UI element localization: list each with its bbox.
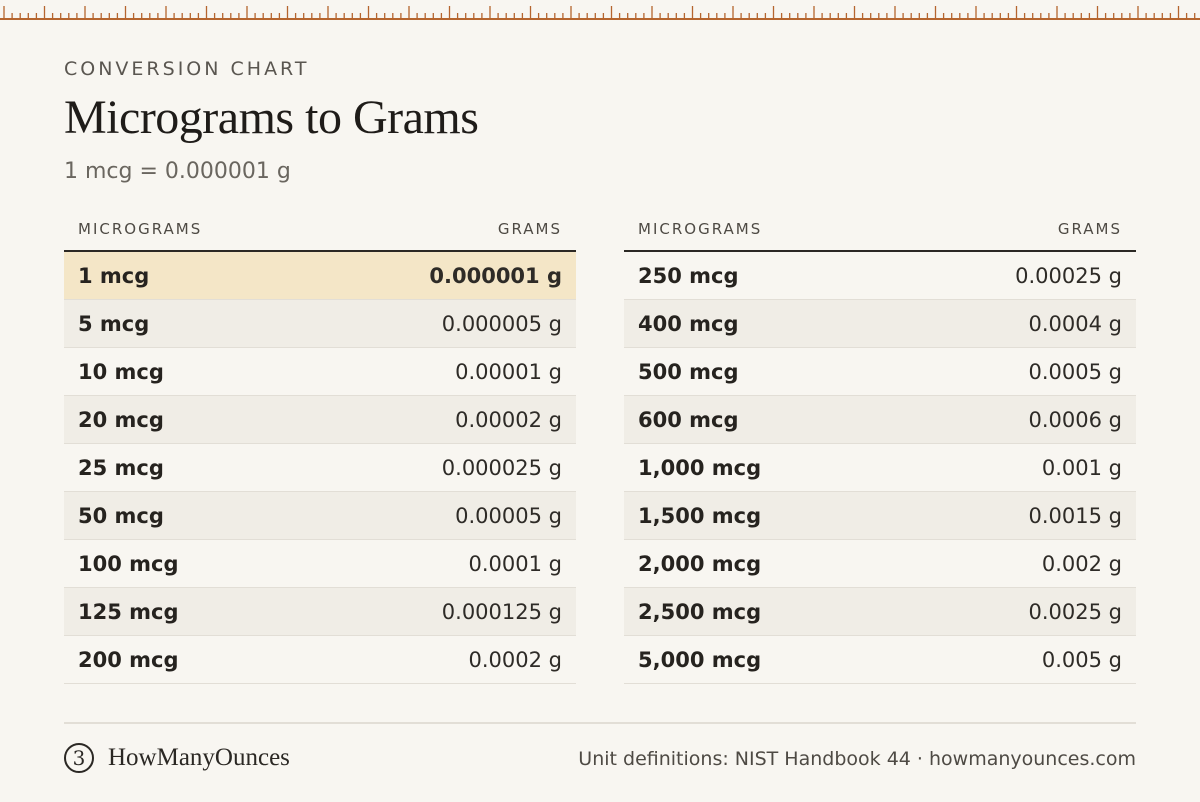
column-header-micrograms: MICROGRAMS — [78, 220, 203, 238]
grams-cell: 0.00001 g — [455, 359, 562, 384]
micrograms-cell: 400 mcg — [638, 311, 739, 336]
table-row: 20 mcg 0.00002 g — [64, 396, 576, 444]
micrograms-cell: 2,500 mcg — [638, 599, 762, 624]
conversion-table-right: MICROGRAMS GRAMS 250 mcg 0.00025 g 400 mc… — [624, 208, 1136, 684]
micrograms-cell: 100 mcg — [78, 551, 179, 576]
table-header: MICROGRAMS GRAMS — [624, 208, 1136, 252]
micrograms-cell: 10 mcg — [78, 359, 164, 384]
table-row: 10 mcg 0.00001 g — [64, 348, 576, 396]
table-row: 1,500 mcg 0.0015 g — [624, 492, 1136, 540]
micrograms-cell: 2,000 mcg — [638, 551, 762, 576]
column-header-grams: GRAMS — [1057, 220, 1122, 238]
table-row: 25 mcg 0.000025 g — [64, 444, 576, 492]
page-title: Micrograms to Grams — [64, 91, 479, 144]
micrograms-cell: 25 mcg — [78, 455, 164, 480]
grams-cell: 0.000005 g — [441, 311, 562, 336]
micrograms-cell: 20 mcg — [78, 407, 164, 432]
brand-name: HowManyOunces — [108, 744, 290, 771]
grams-cell: 0.000125 g — [441, 599, 562, 624]
table-header: MICROGRAMS GRAMS — [64, 208, 576, 252]
table-row: 500 mcg 0.0005 g — [624, 348, 1136, 396]
source-note: Unit definitions: NIST Handbook 44 · how… — [578, 748, 1136, 770]
grams-cell: 0.001 g — [1041, 455, 1122, 480]
table-row: 2,000 mcg 0.002 g — [624, 540, 1136, 588]
table-row: 250 mcg 0.00025 g — [624, 252, 1136, 300]
grams-cell: 0.00002 g — [455, 407, 562, 432]
grams-cell: 0.0006 g — [1028, 407, 1123, 432]
conversion-table-left: MICROGRAMS GRAMS 1 mcg 0.000001 g 5 mcg 0.… — [64, 208, 576, 684]
table-row: 600 mcg 0.0006 g — [624, 396, 1136, 444]
grams-cell: 0.00025 g — [1015, 263, 1122, 288]
page-subtitle: 1 mcg = 0.000001 g — [64, 159, 291, 184]
grams-cell: 0.0005 g — [1028, 359, 1123, 384]
micrograms-cell: 5,000 mcg — [638, 647, 762, 672]
micrograms-cell: 250 mcg — [638, 263, 739, 288]
micrograms-cell: 200 mcg — [78, 647, 179, 672]
grams-cell: 0.000001 g — [429, 263, 562, 288]
grams-cell: 0.0015 g — [1028, 503, 1123, 528]
brand-logo: 3 HowManyOunces — [64, 743, 290, 773]
column-header-grams: GRAMS — [497, 220, 562, 238]
footer-divider — [64, 722, 1136, 724]
column-header-micrograms: MICROGRAMS — [638, 220, 763, 238]
table-row: 5 mcg 0.000005 g — [64, 300, 576, 348]
ruler-decoration — [0, 6, 1200, 20]
micrograms-cell: 600 mcg — [638, 407, 739, 432]
table-row: 200 mcg 0.0002 g — [64, 636, 576, 684]
table-row: 400 mcg 0.0004 g — [624, 300, 1136, 348]
grams-cell: 0.0001 g — [468, 551, 563, 576]
table-row: 1 mcg 0.000001 g — [64, 252, 576, 300]
grams-cell: 0.005 g — [1041, 647, 1122, 672]
grams-cell: 0.002 g — [1041, 551, 1122, 576]
table-row: 1,000 mcg 0.001 g — [624, 444, 1136, 492]
grams-cell: 0.0002 g — [468, 647, 563, 672]
page-kicker: CONVERSION CHART — [64, 58, 310, 80]
grams-cell: 0.000025 g — [441, 455, 562, 480]
table-row: 5,000 mcg 0.005 g — [624, 636, 1136, 684]
micrograms-cell: 1,500 mcg — [638, 503, 762, 528]
micrograms-cell: 1 mcg — [78, 263, 150, 288]
micrograms-cell: 500 mcg — [638, 359, 739, 384]
grams-cell: 0.0004 g — [1028, 311, 1123, 336]
micrograms-cell: 50 mcg — [78, 503, 164, 528]
table-row: 125 mcg 0.000125 g — [64, 588, 576, 636]
micrograms-cell: 5 mcg — [78, 311, 150, 336]
table-row: 50 mcg 0.00005 g — [64, 492, 576, 540]
table-row: 100 mcg 0.0001 g — [64, 540, 576, 588]
micrograms-cell: 1,000 mcg — [638, 455, 762, 480]
grams-cell: 0.0025 g — [1028, 599, 1123, 624]
micrograms-cell: 125 mcg — [78, 599, 179, 624]
brand-mark-icon: 3 — [64, 743, 94, 773]
table-row: 2,500 mcg 0.0025 g — [624, 588, 1136, 636]
grams-cell: 0.00005 g — [455, 503, 562, 528]
